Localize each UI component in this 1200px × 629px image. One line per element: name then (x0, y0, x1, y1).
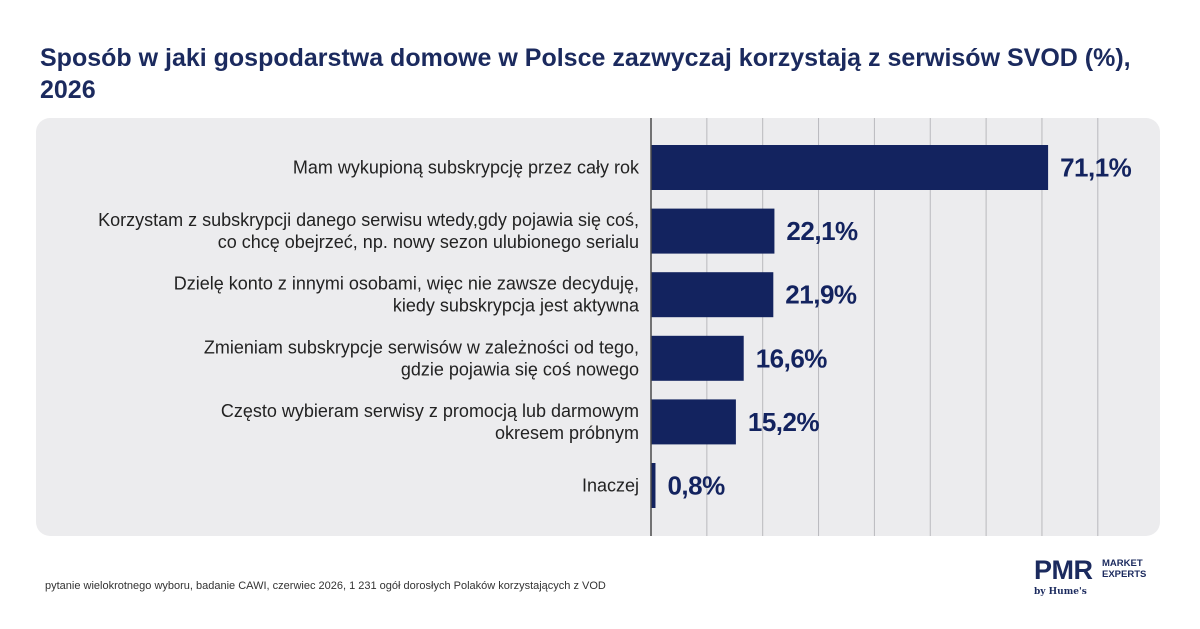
logo-tagline-line1: MARKET (1102, 558, 1143, 569)
category-label: Inaczej (582, 476, 639, 496)
category-label: Często wybieram serwisy z promocją lub d… (221, 401, 639, 443)
category-label-line: gdzie pojawia się coś nowego (401, 359, 639, 379)
data-label: 22,1% (786, 216, 858, 246)
logo-tagline-line2: EXPERTS (1102, 568, 1147, 580)
category-label-line: Korzystam z subskrypcji danego serwisu w… (98, 210, 639, 230)
category-label-line: kiedy subskrypcja jest aktywna (393, 296, 640, 316)
bar (651, 208, 775, 254)
bar (651, 272, 774, 318)
category-label: Mam wykupioną subskrypcję przez cały rok (293, 158, 640, 178)
chart-panel: 71,1% Mam wykupioną subskrypcję przez cał… (36, 118, 1160, 536)
category-label-line: Inaczej (582, 476, 639, 496)
category-label-line: Mam wykupioną subskrypcję przez cały rok (293, 158, 640, 178)
logo-wordmark: PMR (1034, 555, 1093, 585)
category-label-line: Zmieniam subskrypcje serwisów w zależnoś… (204, 337, 639, 357)
category-label: Dzielę konto z innymi osobami, więc nie … (174, 274, 640, 316)
category-label-line: co chcę obejrzeć, np. nowy sezon ulubion… (218, 232, 639, 252)
footnote: pytanie wielokrotnego wyboru, badanie CA… (45, 580, 606, 592)
bar (651, 145, 1049, 190)
data-label: 21,9% (785, 280, 857, 310)
bar (651, 335, 744, 381)
data-label: 0,8% (667, 471, 725, 501)
category-label-line: Często wybieram serwisy z promocją lub d… (221, 401, 639, 421)
bar-chart: 71,1% Mam wykupioną subskrypcję przez cał… (98, 118, 1132, 536)
data-label: 15,2% (748, 407, 820, 437)
category-label: Zmieniam subskrypcje serwisów w zależnoś… (204, 337, 639, 379)
chart-title: Sposób w jaki gospodarstwa domowe w Pols… (40, 44, 1131, 104)
data-label: 16,6% (756, 343, 828, 373)
bar (651, 399, 736, 445)
logo-tagline: MARKET EXPERTS (1102, 558, 1147, 580)
data-label: 71,1% (1060, 153, 1132, 183)
logo-byline: by Hume's (1034, 587, 1087, 597)
category-label-line: okresem próbnym (495, 423, 639, 443)
bar (651, 463, 656, 508)
pmr-logo: PMR MARKET EXPERTS by Hume's (1034, 555, 1164, 605)
category-label-line: Dzielę konto z innymi osobami, więc nie … (174, 274, 639, 294)
category-label: Korzystam z subskrypcji danego serwisu w… (98, 210, 639, 252)
